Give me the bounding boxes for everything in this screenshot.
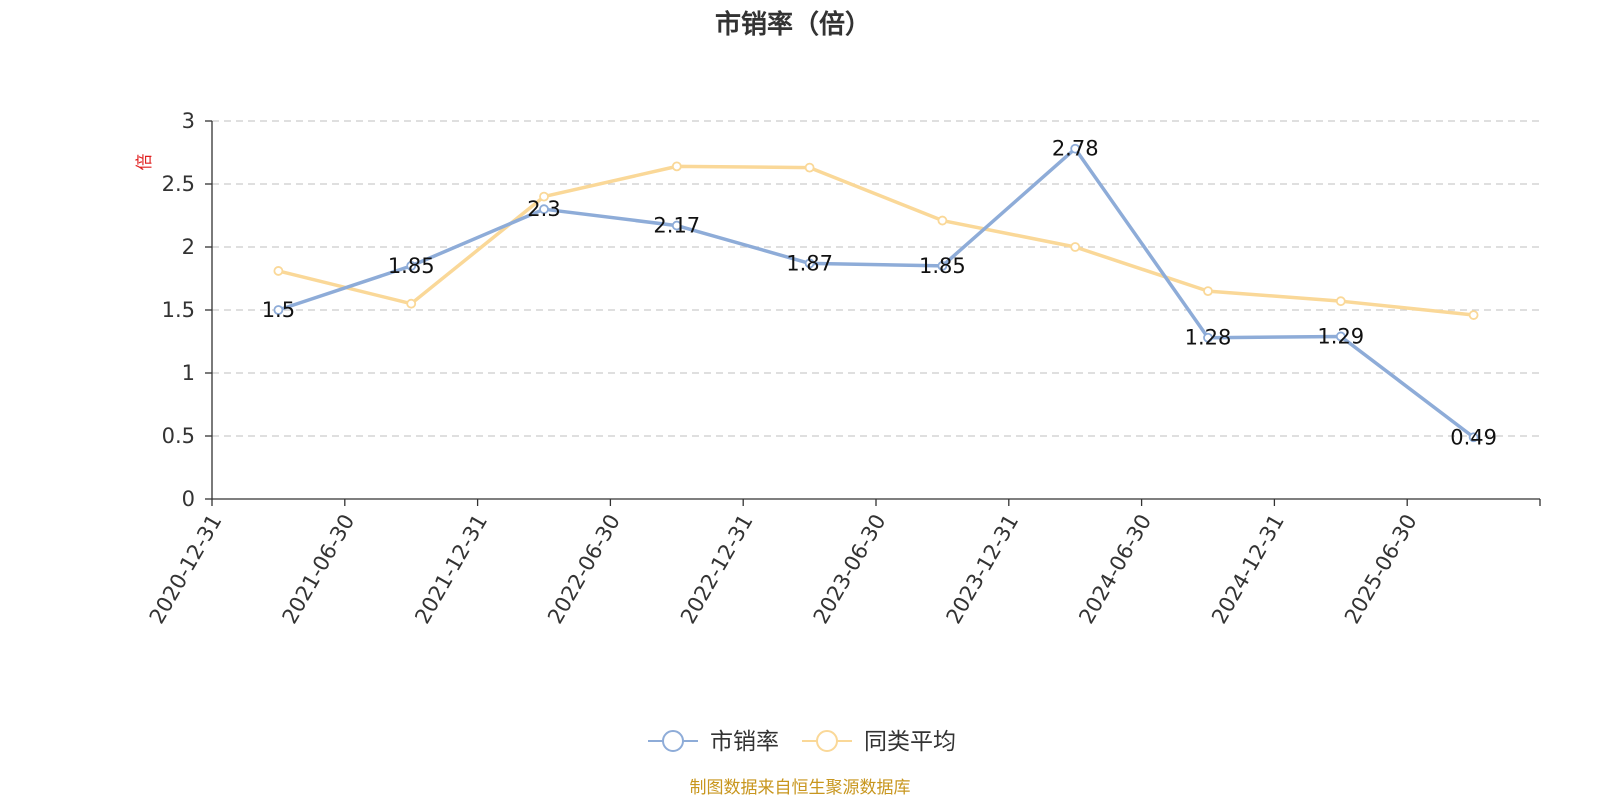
series-1-point-0 <box>273 266 284 276</box>
series-1-point-6 <box>1070 242 1081 252</box>
grid-lines <box>212 120 1540 437</box>
y-tick-label-1: 0.5 <box>162 424 195 448</box>
data-label-3: 2.17 <box>653 214 700 238</box>
y-tick-label-3: 1.5 <box>162 298 195 322</box>
x-tick-label-5: 2023-06-30 <box>809 510 891 628</box>
series-0-point-0 <box>273 305 284 315</box>
series-0-point-9 <box>1468 432 1479 443</box>
data-label-9: 0.49 <box>1450 425 1497 449</box>
data-label-6: 2.78 <box>1052 137 1099 161</box>
data-label-0: 1.5 <box>262 298 295 322</box>
legend-item-1[interactable]: 同类平均 <box>802 729 956 755</box>
legend-label-1: 同类平均 <box>864 729 956 755</box>
series-0-point-3 <box>671 220 682 231</box>
x-tick-label-8: 2024-12-31 <box>1207 510 1289 628</box>
legend-marker-0 <box>662 730 684 752</box>
x-tick-label-9: 2025-06-30 <box>1340 510 1422 628</box>
series-0-point-8 <box>1335 331 1346 342</box>
x-tick-label-7: 2024-06-30 <box>1074 510 1156 628</box>
y-tick-label-0: 0 <box>182 487 195 511</box>
y-tick-label-6: 3 <box>182 109 195 133</box>
series-1-point-4 <box>804 162 815 173</box>
data-label-4: 1.87 <box>786 251 833 275</box>
series-1-point-2 <box>539 191 549 202</box>
series-1-point-1 <box>406 298 417 309</box>
y-axis-unit-label: 倍 <box>135 154 155 171</box>
legend[interactable]: 市销率 同类平均 <box>648 729 956 755</box>
x-tick-label-2: 2021-12-31 <box>410 510 492 628</box>
axes: 0 0.5 1 1.5 2 2.5 3 2020-12-31 2021-06-30 2021-12… <box>145 109 1541 628</box>
x-tick-label-6: 2023-12-31 <box>942 510 1024 628</box>
x-tick-label-4: 2022-12-31 <box>676 510 758 628</box>
legend-item-0[interactable]: 市销率 <box>648 729 779 755</box>
chart-title: 市销率（倍） <box>715 9 871 40</box>
legend-label-0: 市销率 <box>710 729 779 755</box>
data-label-8: 1.29 <box>1317 324 1364 348</box>
data-source-note: 制图数据来自恒生聚源数据库 <box>690 778 911 798</box>
y-tick-label-4: 2 <box>182 235 195 259</box>
series-1-point-9 <box>1468 310 1479 320</box>
series-0-point-2 <box>539 204 549 215</box>
y-tick-label-2: 1 <box>182 361 195 385</box>
series-1-point-8 <box>1335 296 1346 307</box>
series-0-point-4 <box>804 258 815 269</box>
series-1-point-5 <box>937 215 948 226</box>
data-label-2: 2.3 <box>527 197 560 221</box>
legend-marker-1 <box>816 730 838 752</box>
series-1-point-7 <box>1203 286 1213 297</box>
series-0-point-6 <box>1070 143 1081 154</box>
y-tick-label-5: 2.5 <box>162 172 195 196</box>
data-label-5: 1.85 <box>919 254 966 278</box>
series-1-point-3 <box>671 161 682 172</box>
series-0-point-5 <box>937 260 948 271</box>
x-tick-label-0: 2020-12-31 <box>145 510 227 628</box>
x-tick-label-1: 2021-06-30 <box>278 510 360 628</box>
series-0-point-1 <box>406 260 417 271</box>
data-labels: 1.5 1.85 2.3 2.17 1.87 1.85 2.78 1.28 1.29 0.49 <box>262 137 1497 450</box>
series-line-1 <box>277 164 1474 317</box>
x-tick-label-3: 2022-06-30 <box>543 510 625 628</box>
series-0-point-7 <box>1203 332 1213 343</box>
series-line-0 <box>277 146 1475 439</box>
data-label-7: 1.28 <box>1185 326 1232 350</box>
series-lines <box>273 143 1479 443</box>
data-label-1: 1.85 <box>388 254 435 278</box>
